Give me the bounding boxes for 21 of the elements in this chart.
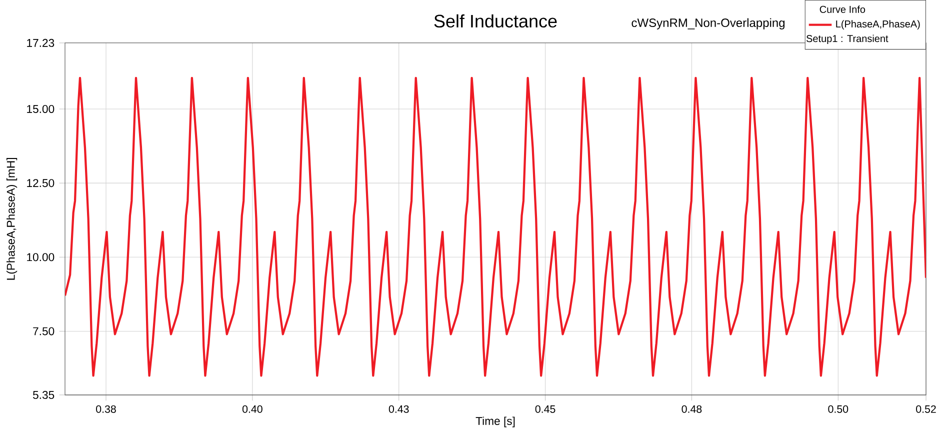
x-tick-label: 0.38 <box>96 405 116 413</box>
y-tick-label: 17.23 <box>27 38 54 47</box>
x-axis-title: Time [s] <box>476 416 515 428</box>
y-tick-label: 5.35 <box>33 390 54 399</box>
x-tick-label: 0.50 <box>828 405 848 413</box>
legend-label: L(PhaseA,PhaseA) <box>836 20 920 30</box>
chart-title: Self Inductance <box>434 14 557 28</box>
legend-title: Curve Info <box>820 6 866 13</box>
y-tick-label: 12.50 <box>27 179 54 188</box>
y-tick-label: 7.50 <box>33 327 54 336</box>
x-tick-label: 0.52 <box>916 405 936 413</box>
x-tick-label: 0.40 <box>242 405 262 413</box>
x-tick-label: 0.48 <box>682 405 702 413</box>
x-tick-label: 0.45 <box>535 405 556 413</box>
y-tick-label: 10.00 <box>27 253 54 262</box>
annotation: Setup1 : Transient <box>806 34 888 44</box>
y-tick-label: 15.00 <box>27 105 54 114</box>
y-axis-title: L(PhaseA,PhaseA) [mH] <box>6 158 18 280</box>
line-series <box>65 76 926 377</box>
chart-subtitle: cWSynRM_Non-Overlapping <box>632 18 784 30</box>
x-tick-label: 0.43 <box>388 405 409 413</box>
